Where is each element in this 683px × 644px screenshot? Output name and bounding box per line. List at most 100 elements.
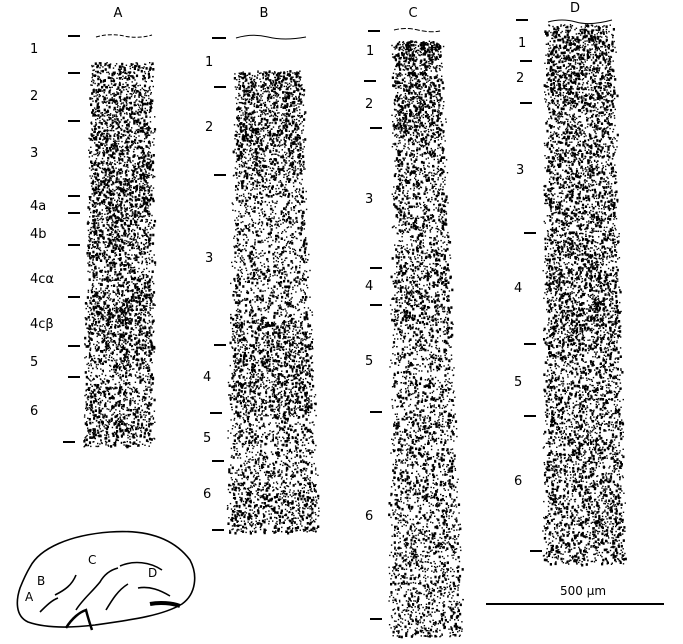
cell-dot xyxy=(89,271,91,273)
cell-dot xyxy=(120,201,123,204)
cell-dot xyxy=(136,198,138,201)
cell-dot xyxy=(296,138,298,140)
cell-dot xyxy=(90,309,92,312)
cell-dot xyxy=(91,122,93,125)
cell-dot xyxy=(145,189,147,192)
cell-dot xyxy=(119,203,122,206)
cell-dot xyxy=(248,115,250,118)
cell-dot xyxy=(112,316,114,318)
cell-dot xyxy=(112,143,114,145)
cell-dot xyxy=(144,215,146,217)
cell-dot xyxy=(126,440,128,443)
cell-dot xyxy=(108,255,111,259)
cell-dot xyxy=(131,211,134,213)
cell-dot xyxy=(134,406,136,409)
cell-dot xyxy=(145,115,148,118)
cell-dot xyxy=(128,370,130,372)
cell-dot xyxy=(138,334,140,336)
cell-dot xyxy=(109,63,112,65)
cell-dot xyxy=(115,180,118,183)
cell-dot xyxy=(111,222,113,224)
cell-dot xyxy=(117,414,119,416)
cell-dot xyxy=(137,114,140,116)
cell-dot xyxy=(111,218,113,220)
cell-dot xyxy=(112,210,115,212)
cell-dot xyxy=(128,335,130,338)
cell-dot xyxy=(128,187,131,189)
cell-dot xyxy=(100,143,103,146)
cell-dot xyxy=(144,180,147,183)
cell-dot xyxy=(125,384,127,386)
cell-dot xyxy=(100,378,102,381)
cell-dot xyxy=(140,117,142,120)
cell-dot xyxy=(119,297,121,300)
cell-dot xyxy=(246,74,249,76)
cell-dot xyxy=(96,340,99,343)
cell-dot xyxy=(126,213,129,215)
cell-dot xyxy=(100,112,102,114)
cell-dot xyxy=(270,107,273,109)
cell-dot xyxy=(93,402,95,404)
cell-dot xyxy=(141,157,144,159)
cell-dot xyxy=(122,160,124,162)
cell-dot xyxy=(112,444,115,446)
cell-dot xyxy=(103,92,105,94)
cell-dot xyxy=(109,233,112,236)
cell-dot xyxy=(124,208,126,211)
cell-dot xyxy=(112,171,114,173)
cell-dot xyxy=(88,325,92,328)
cell-dot xyxy=(269,167,272,169)
cell-dot xyxy=(126,305,129,308)
cell-dot xyxy=(113,371,116,373)
cell-dot xyxy=(105,357,107,359)
cell-dot xyxy=(118,389,121,391)
cell-dot xyxy=(127,179,129,182)
cell-dot xyxy=(272,149,274,152)
cell-dot xyxy=(101,280,103,282)
cell-dot xyxy=(108,171,111,175)
cell-dot xyxy=(137,85,139,87)
cell-dot xyxy=(124,170,128,173)
cell-dot xyxy=(125,393,128,395)
cell-dot xyxy=(97,222,100,224)
cell-dot xyxy=(116,225,118,228)
cell-dot xyxy=(140,405,142,407)
cell-dot xyxy=(97,75,99,77)
cell-dot xyxy=(127,245,129,247)
cell-dot xyxy=(96,192,98,194)
cell-dot xyxy=(134,313,137,315)
cell-dot xyxy=(149,244,151,247)
cell-dot xyxy=(138,156,140,159)
cell-dot xyxy=(106,71,108,74)
cell-dot xyxy=(131,246,134,250)
cell-dot xyxy=(89,436,92,439)
cell-dot xyxy=(236,131,238,134)
cell-dot xyxy=(125,64,128,66)
cell-dot xyxy=(125,367,127,369)
cell-dot xyxy=(128,132,130,134)
cell-dot xyxy=(123,423,125,425)
cell-dot xyxy=(147,185,149,187)
cell-dot xyxy=(136,168,138,170)
cell-dot xyxy=(251,102,253,104)
cell-dot xyxy=(84,422,87,425)
cell-dot xyxy=(137,162,139,164)
cell-dot xyxy=(102,413,104,416)
cell-dot xyxy=(91,162,93,164)
cell-dot xyxy=(271,135,274,138)
cell-dot xyxy=(92,320,95,323)
cell-dot xyxy=(139,205,142,209)
cell-dot xyxy=(89,97,92,100)
cell-dot xyxy=(100,217,102,219)
cell-dot xyxy=(103,108,106,112)
cell-dot xyxy=(119,244,121,246)
cell-dot xyxy=(100,160,102,163)
cell-dot xyxy=(115,254,117,256)
cell-dot xyxy=(150,160,152,162)
cell-dot xyxy=(120,99,122,101)
cell-dot xyxy=(115,145,118,148)
cell-dot xyxy=(296,118,298,121)
cell-dot xyxy=(116,174,118,176)
cell-dot xyxy=(116,235,118,238)
cell-dot xyxy=(150,156,153,158)
